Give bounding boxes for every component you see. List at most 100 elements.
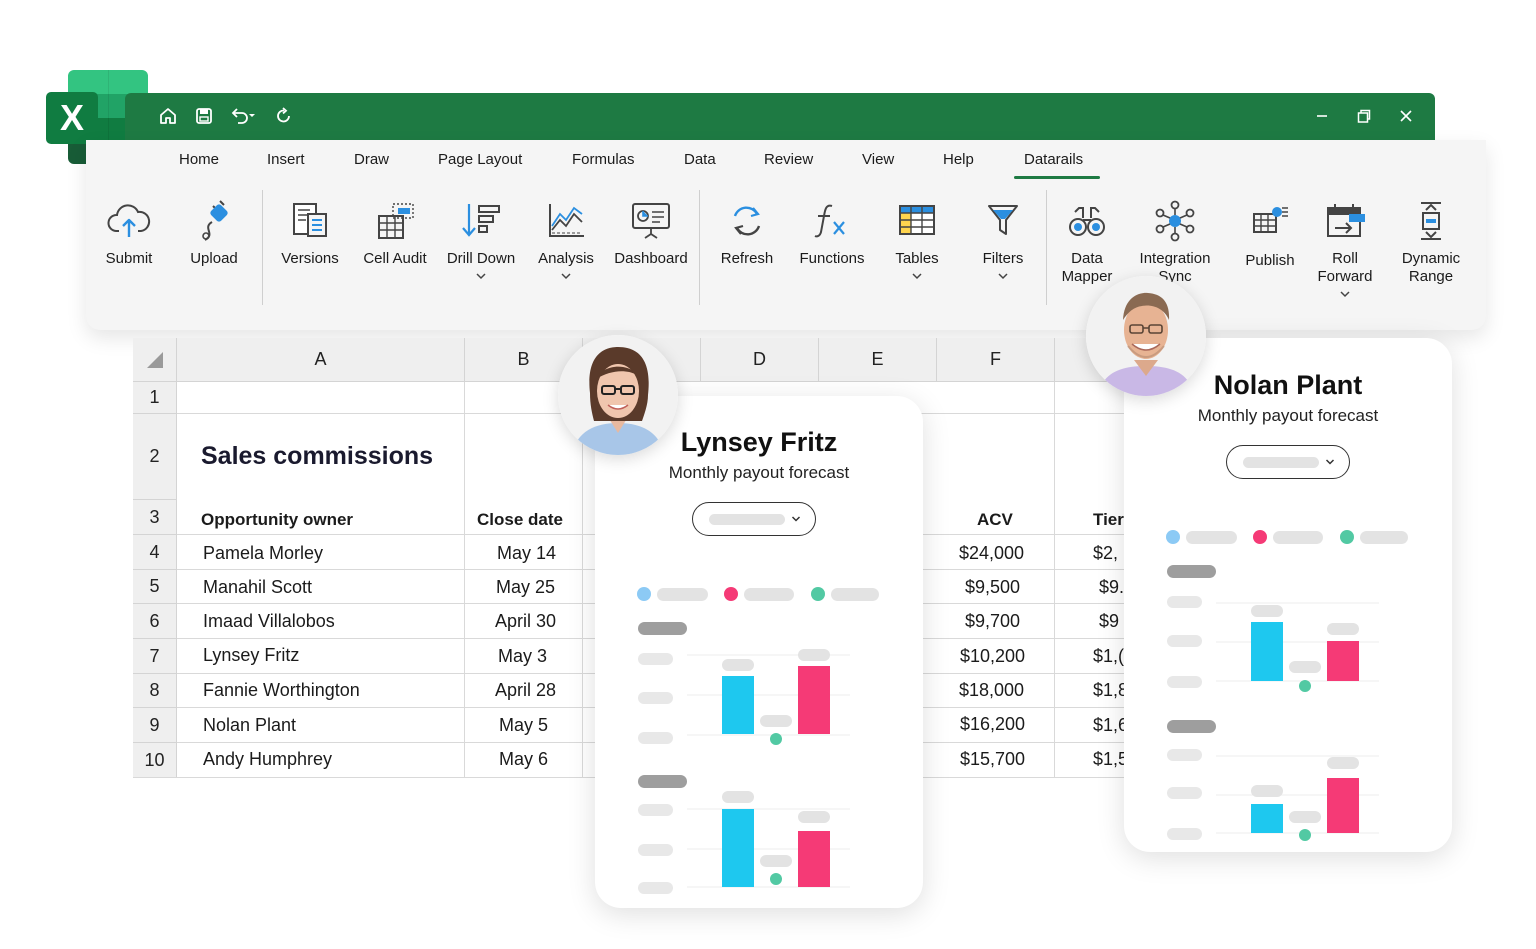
column-header[interactable]: D [701, 338, 819, 382]
cell-close-date[interactable]: May 5 [499, 715, 549, 735]
cell-close-date[interactable]: May 3 [498, 646, 548, 666]
row-header[interactable]: 3 [133, 500, 177, 535]
tab-help[interactable]: Help [943, 151, 974, 168]
chevron-down-icon[interactable] [911, 272, 923, 280]
header-cell-close-date[interactable]: Close date [477, 510, 563, 529]
row-header[interactable]: 2 [133, 414, 177, 500]
cell-acv[interactable]: $9,500 [965, 577, 1021, 597]
chevron-down-icon[interactable] [560, 272, 572, 280]
cell-owner[interactable]: Lynsey Fritz [203, 645, 300, 665]
row-header[interactable]: 5 [133, 570, 177, 604]
header-cell-acv[interactable]: ACV [977, 510, 1013, 529]
close-icon[interactable] [1395, 105, 1417, 127]
integration-sync-button[interactable]: Integration Sync [1135, 200, 1215, 286]
calendar-forward-icon [1323, 200, 1367, 242]
upload-button[interactable]: Upload [174, 200, 254, 268]
tab-view[interactable]: View [862, 151, 895, 168]
cell-acv[interactable]: $9,700 [965, 611, 1021, 631]
cell-owner[interactable]: Andy Humphrey [203, 749, 333, 769]
cell-close-date[interactable]: May 14 [497, 543, 557, 563]
column-header[interactable]: A [177, 338, 465, 382]
tab-insert[interactable]: Insert [267, 151, 305, 168]
chevron-down-icon[interactable] [997, 272, 1009, 280]
restore-icon[interactable] [1353, 105, 1375, 127]
analysis-button[interactable]: Analysis [526, 200, 606, 280]
row-header[interactable]: 10 [133, 743, 177, 778]
functions-button[interactable]: Functions [792, 200, 872, 268]
cell-owner[interactable]: Pamela Morley [203, 543, 324, 563]
select-all-corner[interactable] [133, 338, 177, 382]
versions-button[interactable]: Versions [270, 200, 350, 268]
chevron-down-icon[interactable] [475, 272, 487, 280]
cell-tier[interactable]: $2, [1093, 543, 1119, 563]
cell-close-date[interactable]: May 6 [499, 749, 549, 769]
minimize-icon[interactable] [1311, 105, 1333, 127]
home-icon[interactable] [157, 105, 179, 127]
dynamic-range-button[interactable]: Dynamic Range [1391, 200, 1471, 286]
function-fx-icon [810, 200, 854, 242]
column-header[interactable]: E [819, 338, 937, 382]
cell-owner[interactable]: Manahil Scott [203, 577, 313, 597]
row-header[interactable]: 8 [133, 674, 177, 708]
refresh-button[interactable]: Refresh [707, 200, 787, 268]
redo-icon[interactable] [273, 105, 295, 127]
filters-button[interactable]: Filters [963, 200, 1043, 280]
chevron-down-icon[interactable] [1339, 290, 1351, 298]
row-header[interactable]: 6 [133, 604, 177, 639]
roll-forward-button[interactable]: Roll Forward [1305, 200, 1385, 298]
column-header[interactable]: F [937, 338, 1055, 382]
data-mapper-button[interactable]: Data Mapper [1047, 200, 1127, 286]
cell-audit-button[interactable]: Cell Audit [355, 200, 435, 268]
sheet-title[interactable]: Sales commissions [201, 442, 434, 470]
row-header[interactable]: 4 [133, 535, 177, 570]
row-header[interactable]: 7 [133, 639, 177, 674]
cell-acv[interactable]: $24,000 [959, 543, 1025, 563]
header-cell-owner[interactable]: Opportunity owner [201, 510, 354, 529]
cell-tier[interactable]: $1,8 [1093, 680, 1129, 700]
integration-network-icon [1153, 200, 1197, 242]
cell-tier[interactable]: $9. [1099, 577, 1125, 597]
person-photo-icon [558, 335, 678, 455]
row-header[interactable]: 9 [133, 708, 177, 743]
dashboard-button[interactable]: Dashboard [611, 200, 691, 268]
cell-owner[interactable]: Imaad Villalobos [203, 611, 335, 631]
tab-page-layout[interactable]: Page Layout [438, 151, 523, 168]
cell-tier[interactable]: $1,5 [1093, 749, 1129, 769]
cell-acv[interactable]: $15,700 [960, 749, 1026, 769]
cell-tier[interactable]: $1,( [1093, 646, 1125, 666]
filters-label: Filters [982, 250, 1024, 267]
cell-owner[interactable]: Fannie Worthington [203, 680, 360, 700]
period-dropdown[interactable] [1226, 445, 1350, 479]
cell-tier[interactable]: $9 [1099, 611, 1120, 631]
functions-label: Functions [799, 250, 865, 267]
cell-acv[interactable]: $10,200 [960, 646, 1026, 666]
cell-acv[interactable]: $16,200 [960, 714, 1026, 734]
cell-acv[interactable]: $18,000 [959, 680, 1025, 700]
tab-formulas[interactable]: Formulas [572, 151, 635, 168]
dashboard-icon [629, 200, 673, 242]
cell-close-date[interactable]: May 25 [496, 577, 556, 597]
publish-button[interactable]: Publish [1230, 200, 1310, 270]
tables-button[interactable]: Tables [877, 200, 957, 280]
submit-button[interactable]: Submit [89, 200, 169, 268]
tab-home[interactable]: Home [179, 151, 220, 168]
row-header[interactable]: 1 [133, 382, 177, 414]
cell-close-date[interactable]: April 28 [495, 680, 557, 700]
cell-tier[interactable]: $1,6 [1093, 715, 1129, 735]
filter-funnel-icon [981, 200, 1025, 242]
tab-draw[interactable]: Draw [354, 151, 390, 168]
title-bar [125, 93, 1435, 140]
cell-owner[interactable]: Nolan Plant [203, 715, 297, 735]
period-dropdown[interactable] [692, 502, 816, 536]
tab-data[interactable]: Data [684, 151, 716, 168]
chevron-down-icon [1325, 459, 1335, 465]
table-icon [895, 200, 939, 242]
undo-icon[interactable] [229, 105, 259, 127]
tab-review[interactable]: Review [764, 151, 814, 168]
header-cell-tier[interactable]: Tier [1093, 510, 1124, 529]
tab-datarails[interactable]: Datarails [1024, 151, 1084, 168]
cell-close-date[interactable]: April 30 [495, 611, 557, 631]
save-icon[interactable] [193, 105, 215, 127]
plug-icon [192, 200, 236, 242]
drill-down-button[interactable]: Drill Down [441, 200, 521, 280]
